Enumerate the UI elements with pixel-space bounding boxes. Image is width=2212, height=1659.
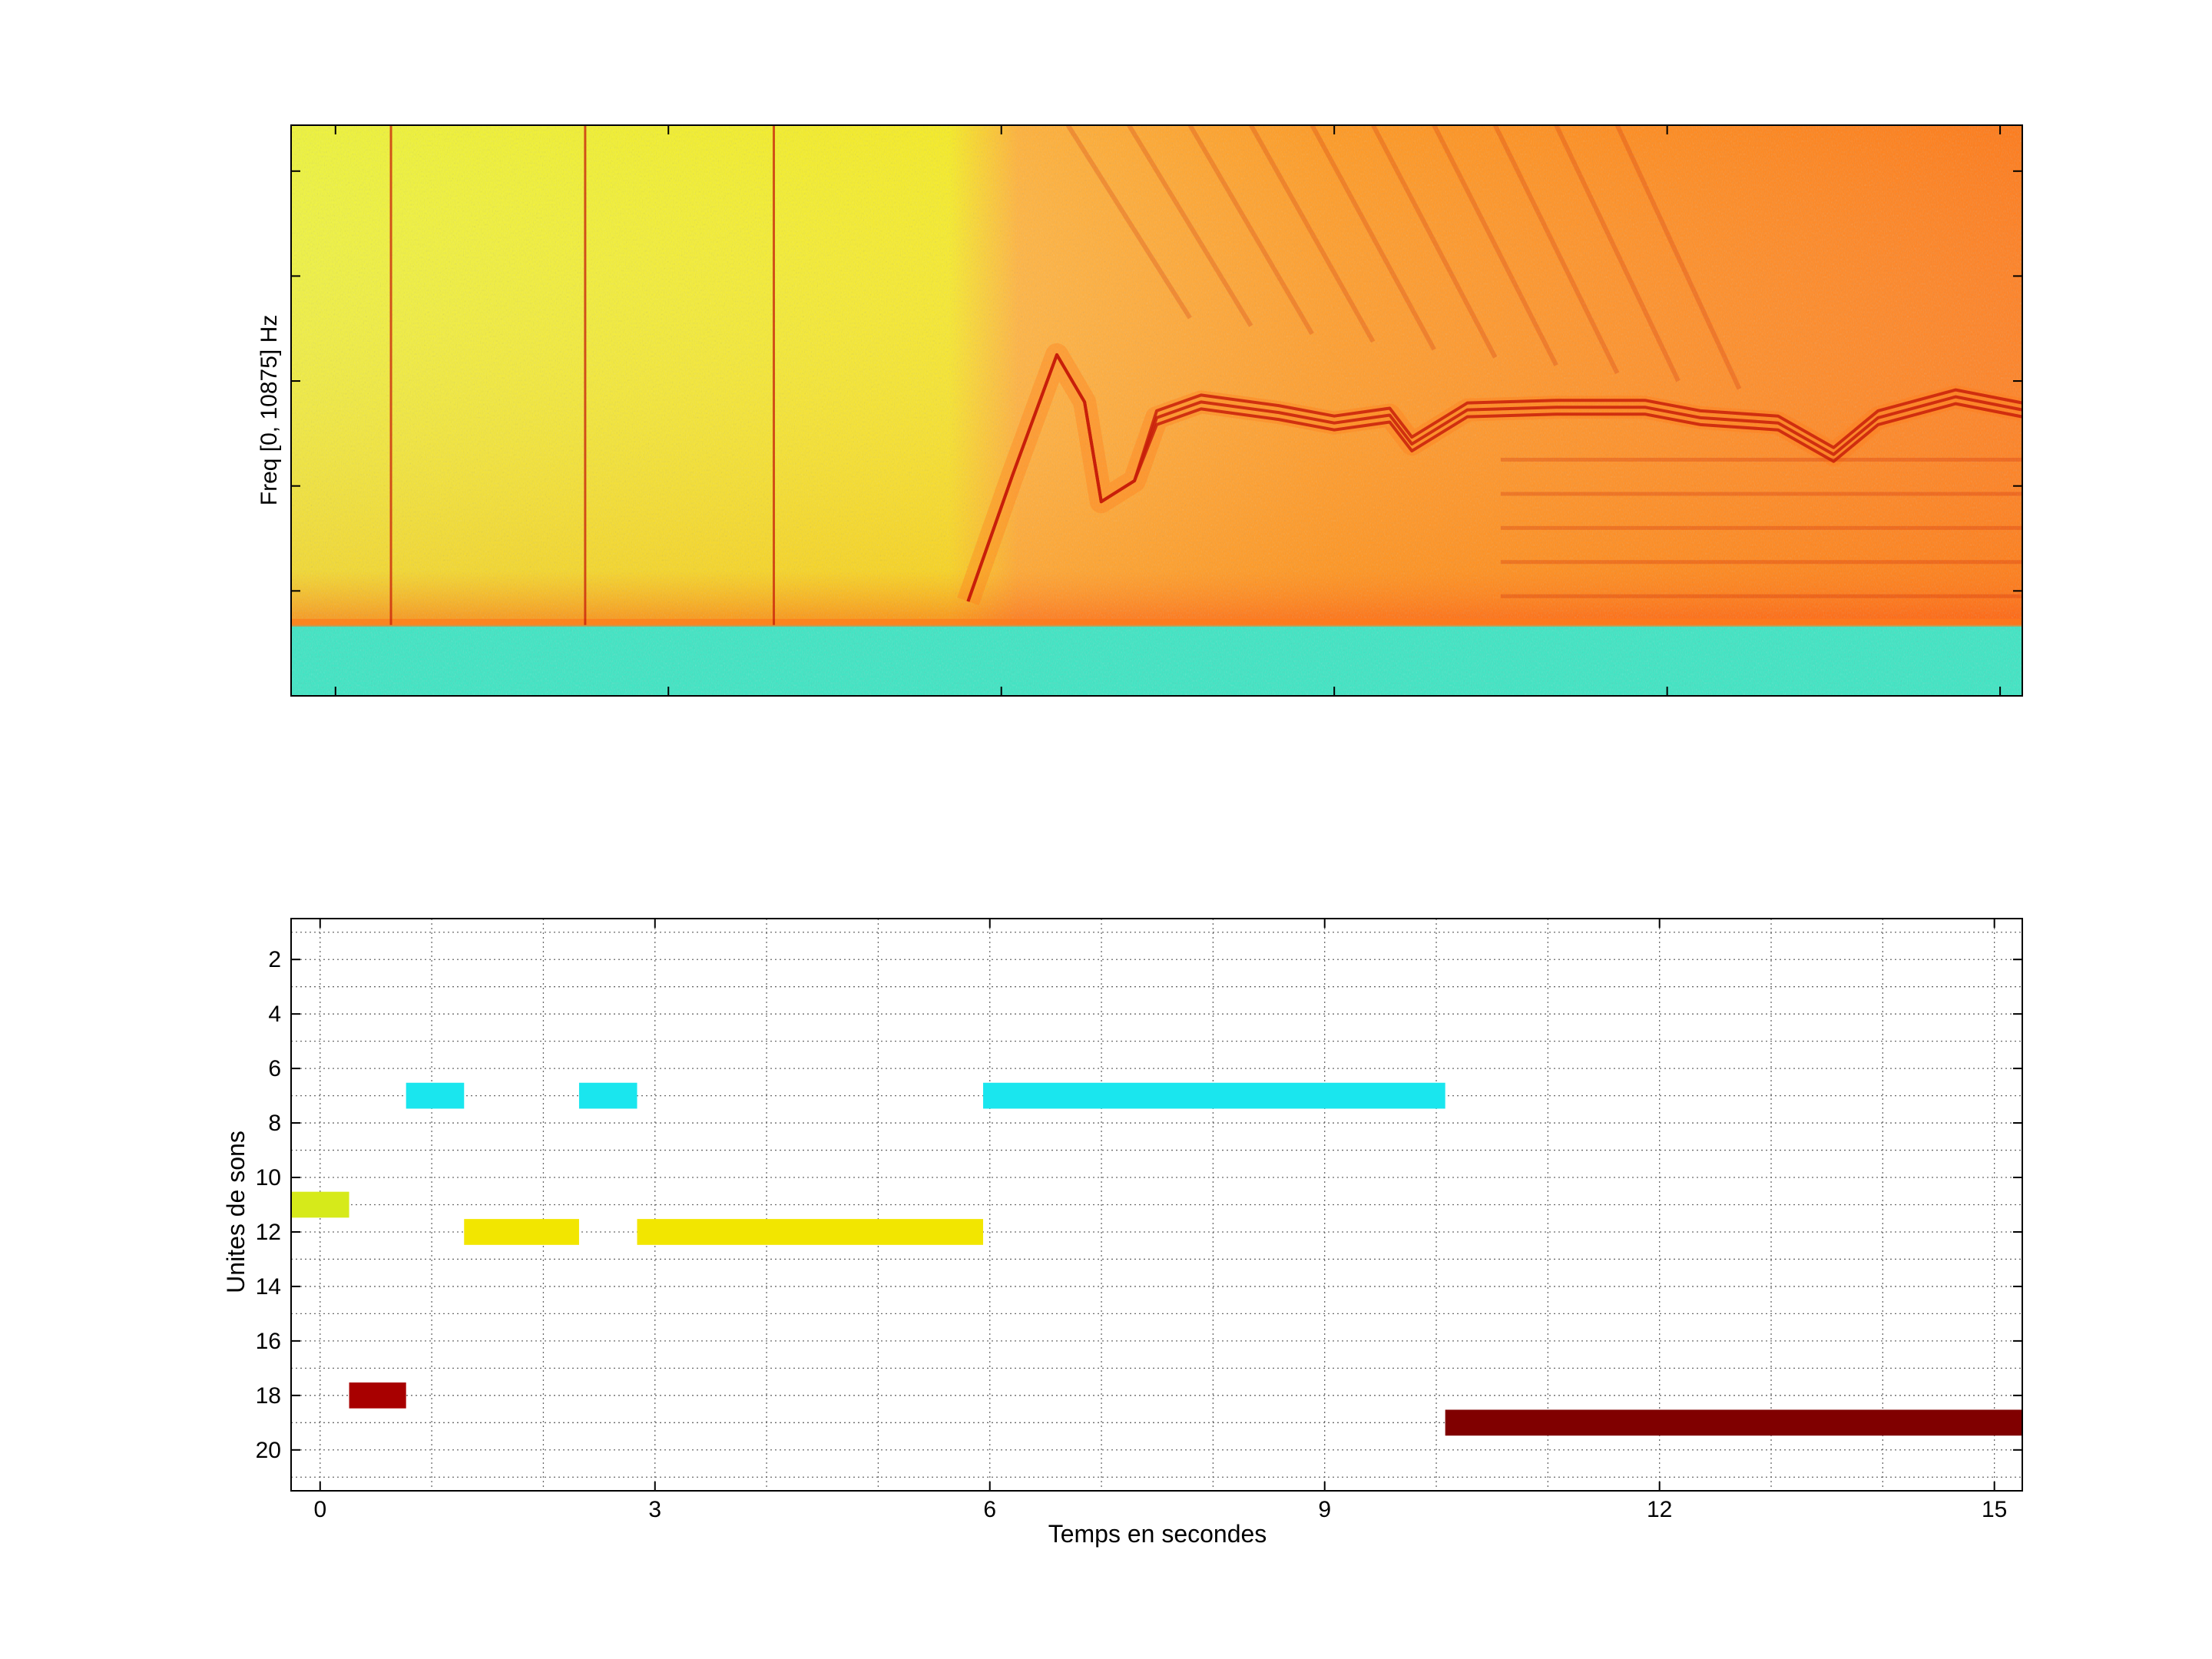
spectrogram-frame xyxy=(290,124,2023,697)
harmonic-sweep xyxy=(1065,125,1192,320)
timeline-ytick-label: 16 xyxy=(256,1329,281,1354)
sound-unit-segment xyxy=(291,1191,349,1218)
timeline-ticks xyxy=(291,919,2022,1491)
timeline-ytick-label: 10 xyxy=(256,1165,281,1190)
sound-unit-segment xyxy=(406,1082,465,1109)
timeline-ytick-label: 6 xyxy=(268,1056,281,1081)
sound-unit-segment xyxy=(349,1382,406,1409)
harmonic-sweep xyxy=(1432,125,1558,366)
spectrogram-image xyxy=(291,125,2022,696)
noise-floor-texture xyxy=(291,624,2022,696)
spectrogram-ylabel: Freq [0, 10875] Hz xyxy=(257,315,282,505)
timeline-ytick-label: 2 xyxy=(268,947,281,972)
timeline-xtick-label: 0 xyxy=(313,1497,326,1522)
harmonic-sweep xyxy=(1187,125,1314,336)
timeline-ytick-label: 14 xyxy=(256,1274,281,1300)
spectrogram-panel: Freq [0, 10875] Hz xyxy=(257,124,2023,697)
timeline-grid xyxy=(291,919,2022,1491)
harmonic-sweep xyxy=(1249,125,1376,343)
timeline-xtick-label: 12 xyxy=(1647,1497,1672,1522)
harmonic-sweep xyxy=(1554,125,1681,382)
timeline-xtick-label: 15 xyxy=(1982,1497,2007,1522)
timeline-xtick-labels: 0 3 6 9 12 15 xyxy=(313,1497,2007,1522)
timeline-ytick-label: 20 xyxy=(256,1438,281,1463)
harmonic-sweep xyxy=(1127,125,1253,327)
timeline-frame xyxy=(290,918,2023,1492)
harmonic-sweep xyxy=(1310,125,1436,351)
timeline-ytick-label: 18 xyxy=(256,1383,281,1409)
spectrogram-features xyxy=(291,125,2022,696)
timeline-ylabel: Unites de sons xyxy=(222,1131,250,1293)
timeline-xtick-label: 6 xyxy=(983,1497,996,1522)
sound-unit-segment xyxy=(464,1219,579,1245)
timeline-xtick-label: 9 xyxy=(1318,1497,1331,1522)
harmonic-sweep xyxy=(1614,125,1742,390)
harmonic-sweep xyxy=(1492,125,1620,375)
timeline-ytick-label: 12 xyxy=(256,1220,281,1245)
timeline-ytick-labels: 2 4 6 8 10 12 14 16 18 20 xyxy=(256,947,281,1463)
timeline-xlabel: Temps en secondes xyxy=(1048,1520,1267,1548)
timeline-panel: 0 3 6 9 12 15 2 4 6 8 10 12 14 16 18 20 Temps en secon… xyxy=(222,918,2023,1548)
timeline-ytick-label: 8 xyxy=(268,1111,281,1136)
whistle-contour xyxy=(966,353,2022,602)
sound-unit-segment xyxy=(637,1219,984,1245)
timeline-segments xyxy=(291,1082,2022,1436)
spectrogram-ticks xyxy=(291,125,2022,696)
sound-unit-segment xyxy=(983,1082,1445,1109)
timeline-xtick-label: 3 xyxy=(648,1497,661,1522)
timeline-ytick-label: 4 xyxy=(268,1002,281,1027)
sound-unit-segment xyxy=(1445,1409,2022,1436)
harmonic-sweep xyxy=(1371,125,1498,359)
sound-unit-segment xyxy=(578,1082,637,1109)
